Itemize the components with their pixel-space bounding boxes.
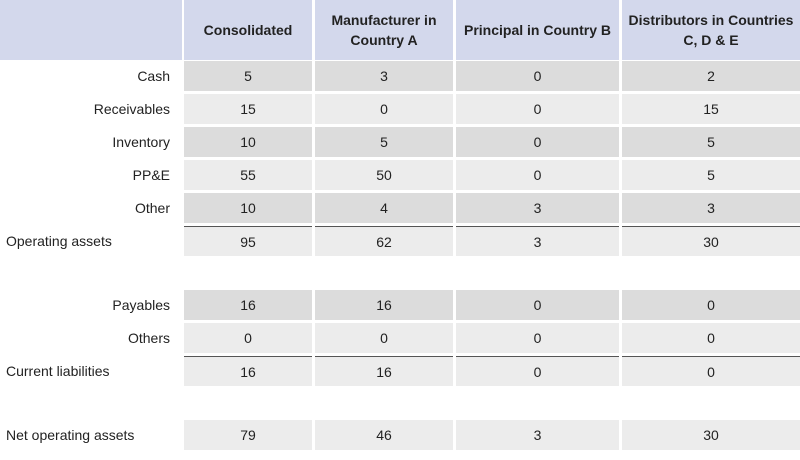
table-cell: 95 xyxy=(184,226,312,256)
table-cell: 16 xyxy=(315,290,453,320)
header-row: Consolidated Manufacturer in Country A P… xyxy=(0,0,800,60)
row-label: Inventory xyxy=(112,134,170,150)
row-label: Net operating assets xyxy=(6,427,135,443)
row-label: PP&E xyxy=(132,167,170,183)
table-cell: 3 xyxy=(456,193,619,223)
row-label: Operating assets xyxy=(6,233,112,249)
table-cell: 30 xyxy=(622,226,800,256)
table-cell: 3 xyxy=(456,226,619,256)
table-cell: 79 xyxy=(184,420,312,450)
table-cell: 16 xyxy=(184,290,312,320)
row-label: Current liabilities xyxy=(6,363,110,379)
table-cell: 0 xyxy=(456,94,619,124)
table-cell: 0 xyxy=(315,323,453,353)
table-cell: 5 xyxy=(622,127,800,157)
table-row-operating-assets: Operating assets 95 62 3 30 xyxy=(0,226,800,256)
table-row-ppe: PP&E 55 50 0 5 xyxy=(0,160,800,190)
table-cell: 0 xyxy=(622,356,800,386)
table-cell: 0 xyxy=(456,160,619,190)
table-cell: 15 xyxy=(622,94,800,124)
table-row-net-operating-assets: Net operating assets 79 46 3 30 xyxy=(0,420,800,450)
table-cell: 0 xyxy=(315,94,453,124)
table-row-inventory: Inventory 10 5 0 5 xyxy=(0,127,800,157)
table-cell: 0 xyxy=(622,323,800,353)
header-corner xyxy=(0,0,182,60)
row-label: Receivables xyxy=(93,101,170,117)
table-cell: 3 xyxy=(456,420,619,450)
table-cell: 5 xyxy=(184,61,312,91)
table-cell: 2 xyxy=(622,61,800,91)
table-cell: 16 xyxy=(315,356,453,386)
table-row-current-liabilities: Current liabilities 16 16 0 0 xyxy=(0,356,800,386)
table-cell: 0 xyxy=(456,127,619,157)
column-header: Manufacturer in Country A xyxy=(315,0,453,60)
table-cell: 10 xyxy=(184,127,312,157)
table-cell: 5 xyxy=(622,160,800,190)
table-cell: 16 xyxy=(184,356,312,386)
table-cell: 10 xyxy=(184,193,312,223)
table-row-cash: Cash 5 3 0 2 xyxy=(0,61,800,91)
table-cell: 0 xyxy=(622,290,800,320)
column-header: Distributors in Countries C, D & E xyxy=(622,0,800,60)
table-row-receivables: Receivables 15 0 0 15 xyxy=(0,94,800,124)
table-row-others: Others 0 0 0 0 xyxy=(0,323,800,353)
row-label: Other xyxy=(134,200,170,216)
table-cell: 3 xyxy=(315,61,453,91)
table-cell: 0 xyxy=(184,323,312,353)
table-row-other: Other 10 4 3 3 xyxy=(0,193,800,223)
table-cell: 62 xyxy=(315,226,453,256)
table-cell: 0 xyxy=(456,61,619,91)
table-cell: 0 xyxy=(456,323,619,353)
column-header: Principal in Country B xyxy=(456,0,619,60)
row-label: Others xyxy=(127,330,170,346)
table-cell: 0 xyxy=(456,290,619,320)
table-cell: 4 xyxy=(315,193,453,223)
table-cell: 55 xyxy=(184,160,312,190)
row-label: Cash xyxy=(137,68,170,84)
table-cell: 0 xyxy=(456,356,619,386)
row-label: Payables xyxy=(112,297,170,313)
column-header: Consolidated xyxy=(184,0,312,60)
table-row-payables: Payables 16 16 0 0 xyxy=(0,290,800,320)
table-cell: 3 xyxy=(622,193,800,223)
table-cell: 46 xyxy=(315,420,453,450)
table-cell: 30 xyxy=(622,420,800,450)
table-cell: 15 xyxy=(184,94,312,124)
table-cell: 5 xyxy=(315,127,453,157)
table-cell: 50 xyxy=(315,160,453,190)
